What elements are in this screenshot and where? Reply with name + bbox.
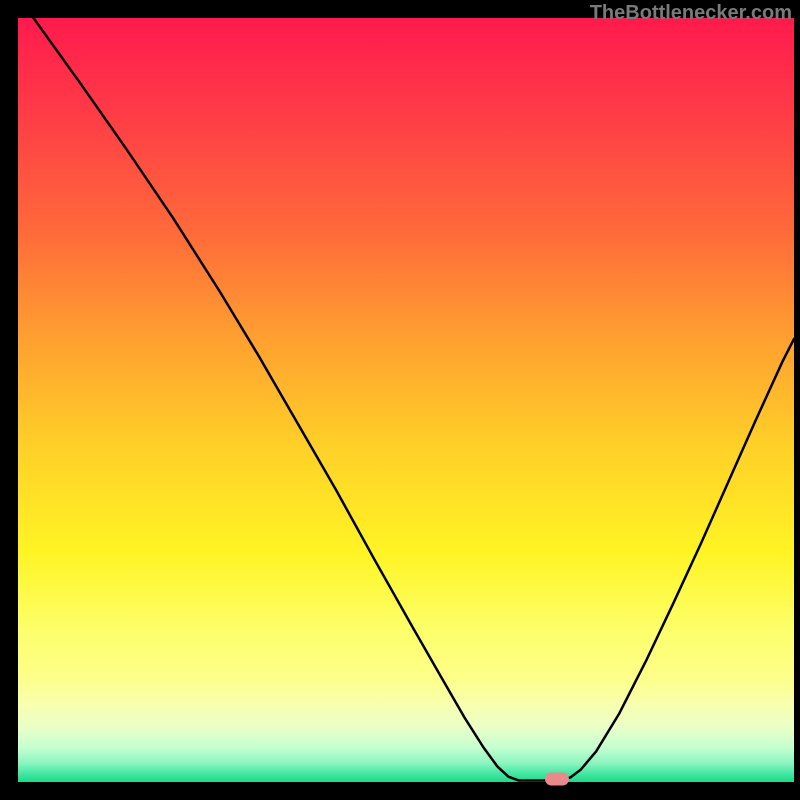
plot-area xyxy=(18,18,794,782)
optimal-marker xyxy=(545,772,569,785)
curve-layer xyxy=(18,18,794,782)
chart-frame: TheBottlenecker.com xyxy=(0,0,800,800)
watermark-text: TheBottlenecker.com xyxy=(590,2,792,25)
bottleneck-curve xyxy=(34,18,794,780)
